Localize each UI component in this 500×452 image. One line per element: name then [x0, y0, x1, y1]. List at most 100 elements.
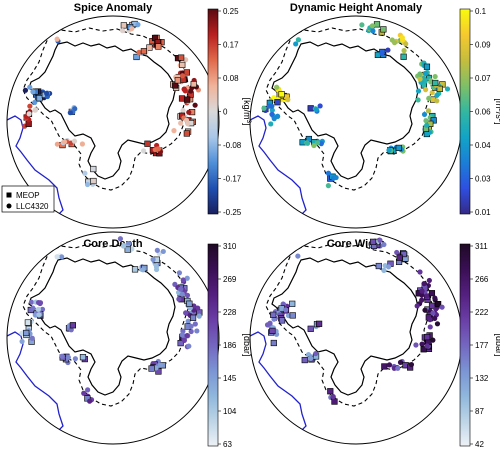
meop-point — [327, 388, 334, 395]
meop-point — [380, 26, 387, 33]
llc4320-point — [186, 343, 192, 349]
antarctica-coastline — [28, 257, 176, 396]
legend: MEOP LLC4320 — [1, 185, 55, 213]
south-america-coastline — [7, 331, 64, 435]
llc4320-point — [32, 312, 38, 318]
llc4320-point — [181, 337, 187, 343]
llc4320-point — [194, 328, 200, 334]
meop-point — [373, 21, 381, 28]
meop-point — [133, 53, 140, 61]
llc4320-point — [397, 359, 404, 365]
panel-title: Spice Anomaly — [74, 2, 153, 14]
llc4320-point — [27, 84, 33, 90]
coastline-fragment — [407, 429, 435, 437]
llc4320-point — [267, 320, 273, 326]
llc4320-point — [325, 170, 332, 176]
meop-point — [270, 339, 277, 347]
colorbar-unit-label: [kg/m3] — [242, 98, 252, 126]
llc4320-point — [295, 37, 301, 43]
llc4320-point — [426, 95, 432, 102]
meop-point — [183, 69, 190, 76]
llc4320-point — [129, 26, 135, 32]
llc4320-point — [179, 73, 186, 79]
colorbar-unit-label: [m2/s2] — [494, 98, 500, 124]
llc4320-point — [427, 317, 433, 323]
south-america-coastline — [250, 331, 307, 435]
colorbar-tick-label: -0.08 — [223, 141, 242, 150]
llc4320-point — [196, 313, 202, 319]
colorbar-tick-label: 0.08 — [223, 74, 239, 83]
colorbar-tick-label: -0.17 — [223, 175, 242, 184]
meop-point — [307, 105, 314, 112]
meop-point — [420, 346, 427, 353]
llc4320-point — [432, 73, 438, 80]
meop-point — [183, 130, 190, 137]
panel-title: Dynamic Height Anomaly — [290, 2, 423, 14]
llc4320-point — [421, 281, 427, 287]
llc4320-point — [424, 343, 430, 349]
colorbar-unit-label: [dbar] — [494, 333, 500, 356]
llc4320-point — [54, 36, 60, 42]
llc4320-point — [268, 121, 274, 127]
llc4320-point — [330, 394, 336, 400]
llc4320-point — [135, 22, 141, 28]
llc4320-point — [179, 291, 185, 297]
colorbar — [207, 243, 219, 447]
map-content — [250, 237, 455, 437]
llc4320-point — [429, 89, 435, 96]
llc4320-point — [65, 354, 71, 361]
colorbar-tick-label: 311 — [475, 242, 488, 251]
llc4320-point — [415, 88, 422, 94]
meop-point — [174, 77, 181, 84]
colorbar-tick-label: 0.1 — [475, 7, 487, 16]
colorbar-tick-label: 0 — [223, 108, 228, 117]
llc4320-point — [150, 256, 156, 263]
llc4320-point — [295, 253, 301, 259]
llc4320-point — [311, 142, 317, 149]
llc4320-point — [35, 306, 42, 312]
meop-point — [178, 95, 186, 102]
llc4320-point — [157, 362, 163, 368]
meop-point — [278, 91, 285, 98]
llc4320-point — [386, 147, 392, 153]
llc4320-point — [29, 335, 35, 341]
meop-point — [301, 356, 308, 364]
meop-point — [79, 354, 87, 361]
llc4320-point — [182, 88, 188, 94]
meop-point — [274, 99, 281, 106]
colorbar-tick-label: 145 — [223, 374, 237, 383]
llc4320-point — [183, 310, 189, 316]
llc4320-point — [140, 148, 147, 154]
llc4320-point — [274, 84, 280, 90]
llc4320-point — [136, 49, 142, 55]
llc4320-point — [293, 41, 299, 47]
meop-point — [178, 54, 185, 61]
llc4320-point — [120, 243, 127, 249]
llc4320-point — [385, 47, 391, 53]
colorbar-tick-label: -0.25 — [223, 208, 242, 217]
llc4320-point — [422, 70, 429, 76]
meop-point — [131, 266, 139, 273]
meop-point — [140, 48, 147, 55]
colorbar-tick-label: 228 — [223, 308, 237, 317]
llc4320-point — [178, 286, 184, 292]
llc4320-point — [359, 22, 365, 28]
coastline-fragment — [164, 429, 192, 437]
south-america-coastline — [7, 115, 64, 219]
llc4320-point — [119, 28, 126, 34]
meop-point — [24, 319, 31, 326]
colorbar-tick-label: 0.07 — [475, 74, 491, 83]
llc4320-point — [67, 110, 73, 116]
llc4320-point — [36, 312, 42, 318]
meop-point — [428, 302, 436, 309]
llc4320-point — [430, 310, 436, 316]
llc4320-point — [434, 98, 440, 104]
llc4320-point — [403, 41, 409, 47]
coastline-fragment — [407, 213, 435, 221]
llc4320-point — [283, 307, 289, 313]
meop-point — [375, 262, 382, 270]
meop-point — [289, 312, 296, 319]
isobath-contour — [22, 243, 190, 407]
llc4320-point — [59, 353, 65, 359]
